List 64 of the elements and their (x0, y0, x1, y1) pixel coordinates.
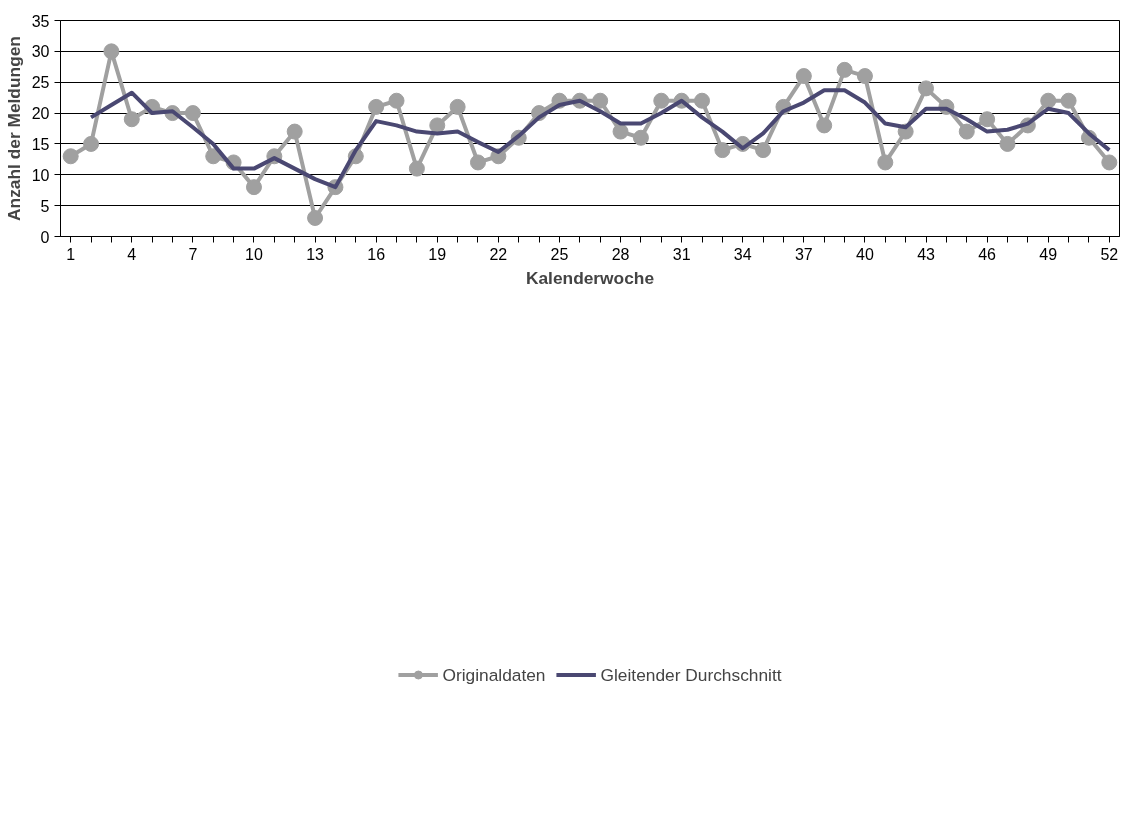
point (592, 92, 609, 109)
point (62, 148, 79, 165)
y-tick-label: 0 (40, 228, 50, 246)
point (1101, 154, 1118, 171)
y-tick-label: 35 (31, 12, 50, 30)
point (307, 210, 324, 226)
legend-label: Originaldaten (442, 664, 546, 686)
x-tick-label: 52 (1100, 245, 1119, 263)
point (245, 179, 262, 196)
point (694, 92, 711, 109)
point (184, 105, 201, 122)
point (286, 123, 303, 140)
y-tick-label: 20 (31, 105, 50, 123)
x-tick-label: 4 (127, 245, 137, 263)
y-axis-title: Anzahl der Meldungen (3, 36, 24, 221)
y-tick-label: 25 (31, 74, 50, 92)
point (632, 129, 649, 146)
x-tick-label: 31 (672, 245, 691, 263)
point (469, 154, 486, 171)
point (368, 98, 385, 115)
point (1040, 92, 1057, 109)
x-tick-label: 40 (856, 245, 874, 263)
x-tick-label: 10 (245, 245, 263, 263)
x-tick-label: 7 (188, 245, 198, 263)
point (388, 92, 405, 109)
x-tick-label: 16 (367, 245, 386, 263)
point (979, 111, 996, 128)
point (429, 117, 446, 134)
point (103, 43, 120, 60)
point (205, 148, 222, 165)
point (816, 117, 833, 134)
point (83, 135, 100, 152)
point (856, 68, 873, 85)
x-tick-label: 22 (489, 245, 508, 263)
point (999, 135, 1016, 152)
point (795, 68, 812, 85)
point (714, 142, 731, 159)
x-tick-label: 25 (550, 245, 569, 263)
point (958, 123, 975, 140)
y-tick-label: 15 (31, 135, 50, 153)
point (653, 92, 670, 109)
point (612, 123, 629, 140)
y-tick-label: 5 (40, 197, 50, 215)
x-tick-label: 37 (794, 245, 813, 263)
x-tick-label: 13 (306, 245, 325, 263)
legend-label: Gleitender Durchschnitt (600, 664, 782, 686)
x-tick-label: 49 (1039, 245, 1058, 263)
point (918, 80, 935, 97)
x-tick-label: 46 (978, 245, 997, 263)
point (836, 61, 853, 78)
x-tick-label: 34 (733, 245, 752, 263)
point (1060, 92, 1077, 109)
x-tick-label: 19 (428, 245, 447, 263)
point (449, 98, 466, 115)
y-tick-label: 30 (31, 43, 50, 61)
x-tick-label: 1 (66, 245, 76, 263)
x-axis-title: Kalenderwoche (525, 267, 655, 288)
y-tick-label: 10 (31, 166, 50, 184)
point (755, 142, 772, 159)
point (408, 160, 425, 177)
x-tick-label: 28 (611, 245, 630, 263)
x-tick-label: 43 (917, 245, 936, 263)
point (877, 154, 894, 171)
point (123, 111, 140, 128)
